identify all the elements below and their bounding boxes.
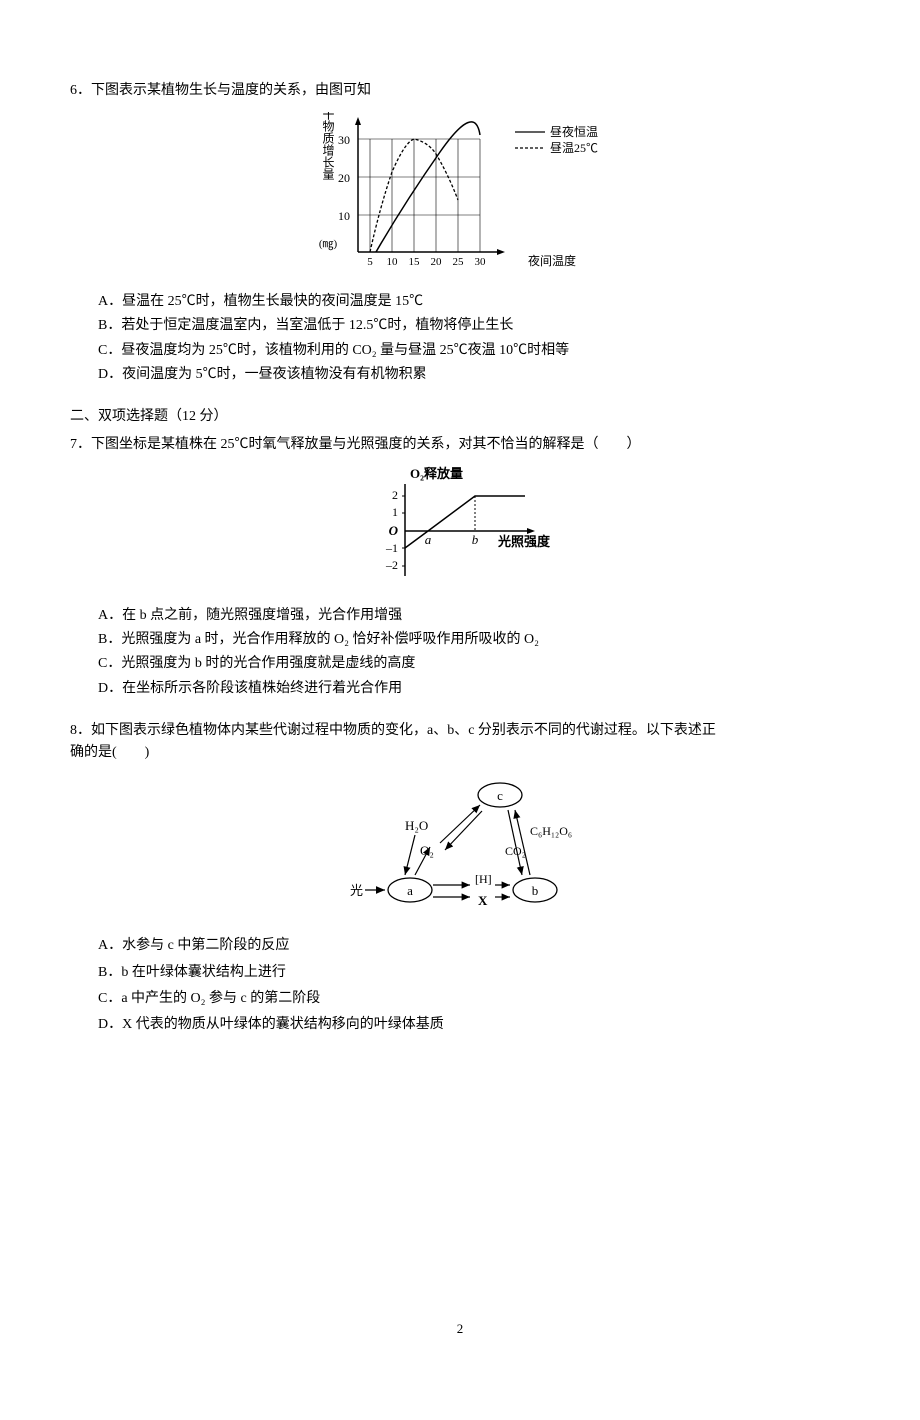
svg-text:20: 20 (431, 256, 443, 268)
node-a: a (407, 883, 413, 898)
marker-b: b (472, 532, 479, 547)
q7-option-a: A．在 b 点之前，随光照强度增强，光合作用增强 (98, 605, 850, 627)
svg-text:25: 25 (453, 256, 465, 268)
page-number: 2 (70, 1319, 850, 1340)
q7-x-label: 光照强度 (497, 534, 551, 549)
svg-text:10: 10 (387, 256, 399, 268)
question-7: 7．下图坐标是某植株在 25℃时氧气释放量与光照强度的关系，对其不恰当的解释是（… (70, 434, 850, 700)
svg-text:一日干物质增长量: 一日干物质增长量 (321, 112, 335, 180)
q8-option-a: A．水参与 c 中第二阶段的反应 (98, 935, 459, 957)
label-light: 光 (350, 883, 363, 898)
svg-text:1: 1 (392, 505, 398, 519)
q8-options: A．水参与 c 中第二阶段的反应 B．b 在叶绿体囊状结构上进行 C．a 中产生… (98, 933, 850, 1039)
question-8: 8．如下图表示绿色植物体内某些代谢过程中物质的变化，a、b、c 分别表示不同的代… (70, 720, 850, 1039)
q7-options: A．在 b 点之前，随光照强度增强，光合作用增强 B．光照强度为 a 时，光合作… (98, 605, 850, 701)
ytick-20: 20 (338, 171, 350, 185)
x-label: 夜间温度 (528, 253, 576, 268)
node-b: b (532, 883, 539, 898)
q8-option-c: C．a 中产生的 O₂ 参与 c 的第二阶段 (98, 988, 459, 1010)
legend-dashed: 昼温25℃ (550, 141, 598, 155)
label-h: [H] (475, 872, 492, 886)
label-c6: C₆H₁₂O₆ (530, 824, 572, 838)
ytick-30: 30 (338, 133, 350, 147)
svg-text:(㎎): (㎎) (319, 238, 338, 250)
svg-text:15: 15 (409, 256, 421, 268)
q7-chart: O₂释放量 2 1 O –1 –2 a b 光照强度 (70, 466, 850, 594)
q6-option-b: B．若处于恒定温度温室内，当室温低于 12.5℃时，植物将停止生长 (98, 315, 850, 337)
legend-solid: 昼夜恒温 (550, 124, 598, 139)
label-o2: O₂ (420, 843, 434, 858)
q6-option-a: A．昼温在 25℃时，植物生长最快的夜间温度是 15℃ (98, 291, 850, 313)
q8-prompt: 8．如下图表示绿色植物体内某些代谢过程中物质的变化，a、b、c 分别表示不同的代… (70, 720, 850, 765)
q8-option-d: D．X 代表的物质从叶绿体的囊状结构移向的叶绿体基质 (98, 1014, 459, 1036)
question-6: 6．下图表示某植物生长与温度的关系，由图可知 一日干物质增长量 (㎎) 30 2… (70, 80, 850, 386)
q8-diagram: c a b 光 H₂O O₂ [H] X C₆H₁₂ (70, 775, 850, 923)
svg-text:5: 5 (367, 256, 373, 268)
q7-y-label: O₂释放量 (410, 466, 463, 481)
section-2-header: 二、双项选择题（12 分） (70, 406, 850, 428)
q6-prompt: 6．下图表示某植物生长与温度的关系，由图可知 (70, 80, 850, 102)
svg-text:–2: –2 (385, 558, 398, 572)
svg-text:–1: –1 (385, 541, 398, 555)
q7-prompt: 7．下图坐标是某植株在 25℃时氧气释放量与光照强度的关系，对其不恰当的解释是（… (70, 434, 850, 456)
q6-chart: 一日干物质增长量 (㎎) 30 20 10 5 10 15 20 25 30 夜… (70, 112, 850, 280)
node-c: c (497, 788, 503, 803)
q6-options: A．昼温在 25℃时，植物生长最快的夜间温度是 15℃ B．若处于恒定温度温室内… (98, 291, 850, 387)
q6-option-c: C．昼夜温度均为 25℃时，该植物利用的 CO₂ 量与昼温 25℃夜温 10℃时… (98, 340, 850, 362)
q7-option-d: D．在坐标所示各阶段该植株始终进行着光合作用 (98, 678, 850, 700)
label-h2o: H₂O (405, 818, 428, 833)
svg-text:2: 2 (392, 488, 398, 502)
label-x: X (478, 893, 488, 908)
q8-option-b: B．b 在叶绿体囊状结构上进行 (98, 962, 459, 984)
marker-a: a (425, 532, 432, 547)
q7-option-b: B．光照强度为 a 时，光合作用释放的 O₂ 恰好补偿呼吸作用所吸收的 O₂ (98, 629, 850, 651)
ytick-10: 10 (338, 209, 350, 223)
q6-option-d: D．夜间温度为 5℃时，一昼夜该植物没有有机物积累 (98, 364, 850, 386)
svg-text:O: O (389, 523, 399, 538)
q7-option-c: C．光照强度为 b 时的光合作用强度就是虚线的高度 (98, 653, 850, 675)
svg-text:30: 30 (475, 256, 487, 268)
